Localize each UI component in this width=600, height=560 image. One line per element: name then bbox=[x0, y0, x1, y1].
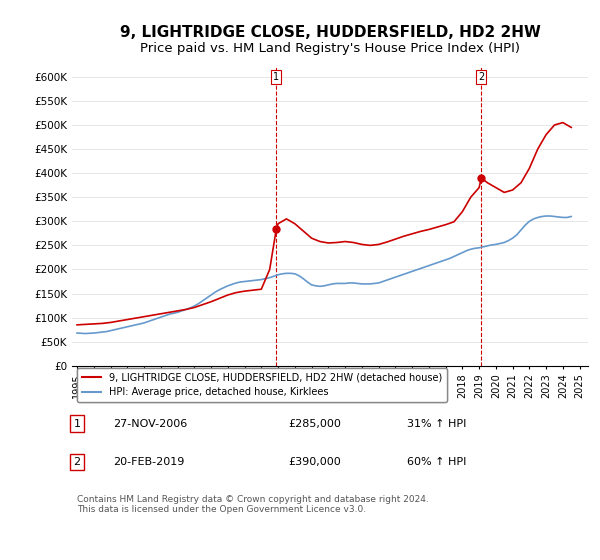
Text: 27-NOV-2006: 27-NOV-2006 bbox=[113, 418, 188, 428]
Text: 2: 2 bbox=[478, 72, 484, 82]
Text: 20-FEB-2019: 20-FEB-2019 bbox=[113, 457, 185, 467]
Text: 1: 1 bbox=[274, 72, 280, 82]
Text: 2: 2 bbox=[74, 457, 81, 467]
Text: Price paid vs. HM Land Registry's House Price Index (HPI): Price paid vs. HM Land Registry's House … bbox=[140, 42, 520, 55]
Text: 1: 1 bbox=[74, 418, 80, 428]
Text: 60% ↑ HPI: 60% ↑ HPI bbox=[407, 457, 467, 467]
Text: £285,000: £285,000 bbox=[289, 418, 341, 428]
Text: Contains HM Land Registry data © Crown copyright and database right 2024.
This d: Contains HM Land Registry data © Crown c… bbox=[77, 495, 429, 514]
Text: £390,000: £390,000 bbox=[289, 457, 341, 467]
Text: 31% ↑ HPI: 31% ↑ HPI bbox=[407, 418, 467, 428]
Legend: 9, LIGHTRIDGE CLOSE, HUDDERSFIELD, HD2 2HW (detached house), HPI: Average price,: 9, LIGHTRIDGE CLOSE, HUDDERSFIELD, HD2 2… bbox=[77, 368, 447, 402]
Text: 9, LIGHTRIDGE CLOSE, HUDDERSFIELD, HD2 2HW: 9, LIGHTRIDGE CLOSE, HUDDERSFIELD, HD2 2… bbox=[119, 25, 541, 40]
